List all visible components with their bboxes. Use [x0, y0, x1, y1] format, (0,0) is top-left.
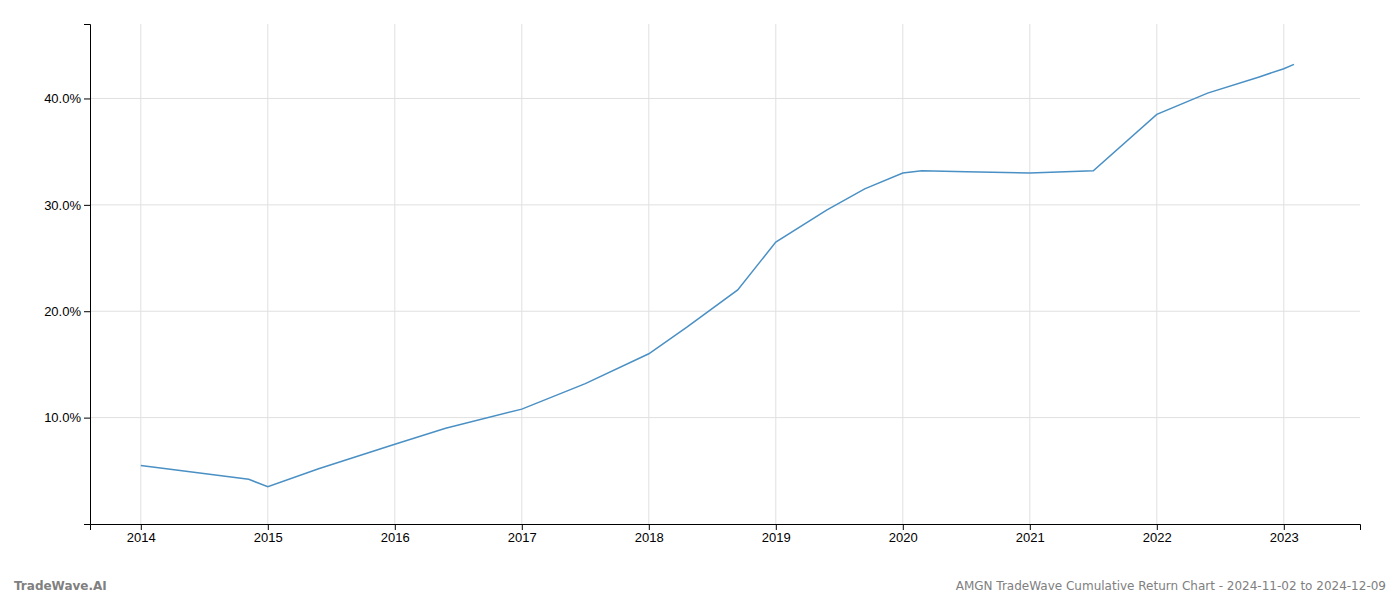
x-tick: 2023	[1270, 524, 1299, 545]
x-axis: 2014 2015 2016 2017 2018 2019 2020 2021 2022 2023	[91, 524, 1361, 545]
chart: 2014 2015 2016 2017 2018 2019 2020 2021 2022 2023…	[0, 0, 1400, 600]
x-tick-label: 2023	[1270, 530, 1299, 545]
x-tick-label: 2019	[762, 530, 791, 545]
x-tick: 2016	[381, 524, 410, 545]
y-grid-line	[90, 98, 1360, 99]
y-axis-line	[84, 25, 91, 525]
x-grid-line	[902, 24, 903, 524]
x-grid-line	[267, 24, 268, 524]
x-grid-line	[1283, 24, 1284, 524]
x-tick-mark	[395, 524, 396, 530]
x-tick-mark	[1284, 524, 1285, 530]
grid	[90, 24, 1360, 524]
x-tick: 2014	[127, 524, 156, 545]
x-grid-line	[1029, 24, 1030, 524]
x-tick-mark	[776, 524, 777, 530]
x-tick-mark	[903, 524, 904, 530]
x-grid-line	[775, 24, 776, 524]
x-tick: 2021	[1016, 524, 1045, 545]
x-tick: 2017	[508, 524, 537, 545]
y-tick-mark	[84, 205, 90, 206]
x-tick: 2019	[762, 524, 791, 545]
x-tick-mark	[141, 524, 142, 530]
x-grid-line	[394, 24, 395, 524]
y-grid-line	[90, 204, 1360, 205]
y-tick: 40.0%	[44, 91, 90, 106]
x-tick-label: 2015	[254, 530, 283, 545]
x-grid-line	[521, 24, 522, 524]
x-tick: 2015	[254, 524, 283, 545]
y-tick: 10.0%	[44, 410, 90, 425]
x-grid-line	[648, 24, 649, 524]
x-grid-line	[140, 24, 141, 524]
x-tick: 2022	[1143, 524, 1172, 545]
plot-area: 2014 2015 2016 2017 2018 2019 2020 2021 2022 2023…	[44, 24, 1360, 545]
x-tick: 2018	[635, 524, 664, 545]
x-tick-mark	[268, 524, 269, 530]
x-tick-label: 2018	[635, 530, 664, 545]
x-axis-line	[91, 525, 1361, 531]
y-tick-label: 30.0%	[44, 198, 81, 213]
x-tick-label: 2021	[1016, 530, 1045, 545]
x-tick-mark	[522, 524, 523, 530]
x-tick-label: 2017	[508, 530, 537, 545]
y-tick-mark	[84, 98, 90, 99]
footer-right: AMGN TradeWave Cumulative Return Chart -…	[956, 579, 1386, 593]
y-grid-line	[90, 417, 1360, 418]
y-tick-label: 20.0%	[44, 304, 81, 319]
y-tick-mark	[84, 311, 90, 312]
x-tick-label: 2020	[889, 530, 918, 545]
y-tick: 30.0%	[44, 198, 90, 213]
x-tick-label: 2014	[127, 530, 156, 545]
y-grid-line	[90, 311, 1360, 312]
x-tick: 2020	[889, 524, 918, 545]
y-tick-label: 10.0%	[44, 410, 81, 425]
y-tick-label: 40.0%	[44, 91, 81, 106]
x-grid-line	[1156, 24, 1157, 524]
x-tick-mark	[1030, 524, 1031, 530]
footer-left: TradeWave.AI	[14, 579, 107, 593]
x-tick-label: 2016	[381, 530, 410, 545]
x-tick-mark	[649, 524, 650, 530]
x-tick-label: 2022	[1143, 530, 1172, 545]
line	[141, 64, 1294, 486]
y-axis: 10.0% 20.0% 30.0% 40.0%	[44, 25, 90, 525]
x-tick-mark	[1157, 524, 1158, 530]
y-tick: 20.0%	[44, 304, 90, 319]
marks	[141, 64, 1294, 486]
y-tick-mark	[84, 418, 90, 419]
